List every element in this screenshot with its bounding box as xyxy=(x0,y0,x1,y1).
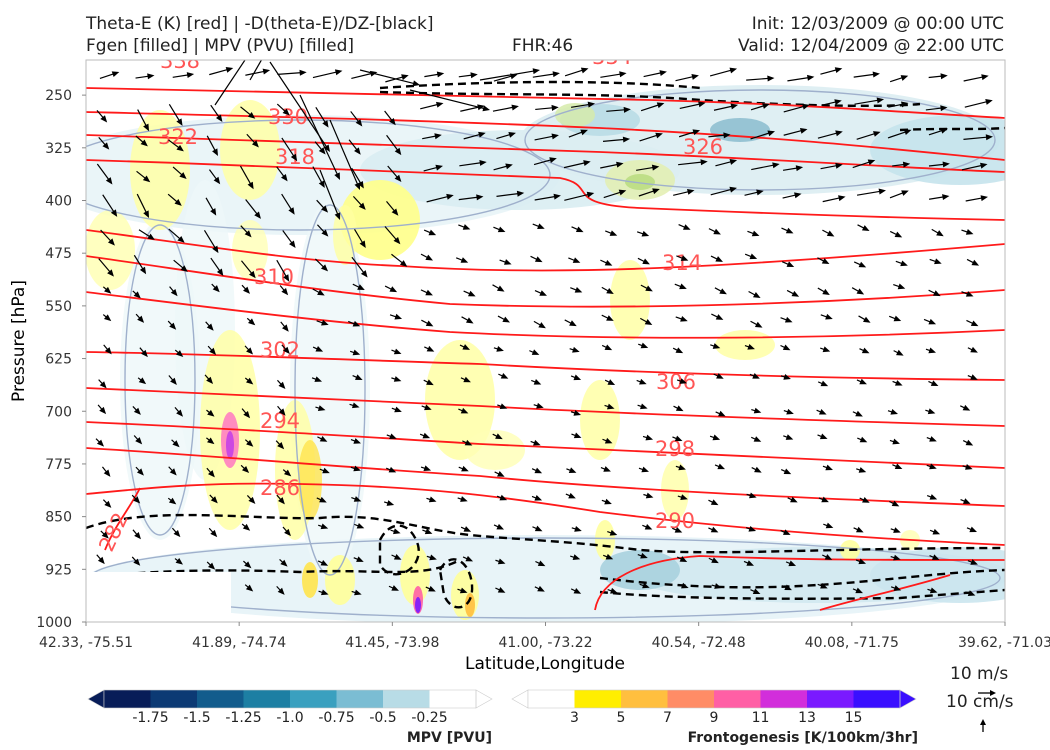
title-line-2: Fgen [filled] | MPV (PVU) [filled] xyxy=(86,36,355,56)
colorbar-tick-label: -1.25 xyxy=(225,710,261,726)
theta-e-contours: 3383343303263223183143103063022982942902… xyxy=(86,45,1005,611)
colorbar-tick-label: 15 xyxy=(845,710,863,726)
colorbar-tick-label: -1.75 xyxy=(132,710,168,726)
x-axis: 42.33, -75.51 41.89, -74.74 41.45, -73.98 4… xyxy=(39,622,1050,651)
x-tick-label: 42.33, -75.51 xyxy=(39,635,133,651)
x-tick-label: 40.54, -72.48 xyxy=(652,635,746,651)
y-tick-label: 850 xyxy=(45,510,72,526)
theta-e-contour-label: 302 xyxy=(260,338,300,362)
wind-vectors xyxy=(95,60,993,596)
colorbar-tick-label: 3 xyxy=(570,710,579,726)
theta-e-contour-label: 338 xyxy=(160,49,200,73)
frontogenesis-colorbar: 3 5 7 9 11 13 15 xyxy=(511,689,917,726)
y-tick-label: 400 xyxy=(45,194,72,210)
theta-e-contour-label: 282 xyxy=(94,509,133,555)
theta-e-contour-label: 334 xyxy=(592,45,632,69)
title-line-1: Theta-E (K) [red] | -D(theta-E)/DZ-[blac… xyxy=(86,14,434,34)
theta-e-contour-label: 306 xyxy=(656,370,696,394)
forecast-hour: FHR:46 xyxy=(512,36,574,56)
colorbar-tick-label: -0.25 xyxy=(411,710,447,726)
x-tick-label: 41.89, -74.74 xyxy=(192,635,286,651)
valid-time: Valid: 12/04/2009 @ 22:00 UTC xyxy=(738,36,1004,56)
init-time: Init: 12/03/2009 @ 00:00 UTC xyxy=(751,14,1004,34)
mpv-colorbar-title: MPV [PVU] xyxy=(407,730,492,746)
colorbar-tick-label: 11 xyxy=(752,710,770,726)
colorbar-tick-label: -0.75 xyxy=(318,710,354,726)
y-tick-label: 325 xyxy=(45,141,72,157)
colorbar-tick-label: 9 xyxy=(710,710,719,726)
x-tick-label: 41.45, -73.98 xyxy=(345,635,439,651)
wind-reference-arrows xyxy=(978,690,996,732)
y-tick-label: 475 xyxy=(45,246,72,262)
theta-e-contour-label: 330 xyxy=(268,105,308,129)
x-axis-title: Latitude,Longitude xyxy=(465,654,625,674)
y-tick-label: 550 xyxy=(45,299,72,315)
colorbar-tick-label: 5 xyxy=(617,710,626,726)
colorbar-tick-label: 7 xyxy=(663,710,672,726)
y-tick-label: 250 xyxy=(45,88,72,104)
x-tick-label: 41.00, -73.22 xyxy=(498,635,592,651)
x-tick-label: 40.08, -71.75 xyxy=(805,635,899,651)
theta-e-contour-label: 286 xyxy=(260,476,300,500)
theta-e-contour-label: 314 xyxy=(662,251,702,275)
theta-e-contour-label: 322 xyxy=(158,125,198,149)
x-tick-label: 39.62, -71.03 xyxy=(958,635,1050,651)
y-tick-label: 775 xyxy=(45,457,72,473)
colorbar-tick-label: -0.5 xyxy=(369,710,396,726)
wind-ref-vertical: 10 cm/s xyxy=(946,692,1014,712)
colorbar-tick-label: 13 xyxy=(798,710,816,726)
theta-e-contour-label: 298 xyxy=(655,437,695,461)
fgen-colorbar-title: Frontogenesis [K/100km/3hr] xyxy=(688,730,918,746)
y-tick-label: 925 xyxy=(45,562,72,578)
colorbar-tick-label: -1.5 xyxy=(183,710,210,726)
y-tick-label: 625 xyxy=(45,352,72,368)
y-axis: 250 325 400 475 550 625 700 775 850 925 1000 xyxy=(36,88,86,631)
theta-e-contour-label: 326 xyxy=(683,135,723,159)
y-tick-label: 700 xyxy=(45,404,72,420)
terrain-mask xyxy=(86,572,231,622)
colorbar-tick-label: -1.0 xyxy=(276,710,303,726)
wind-ref-horizontal: 10 m/s xyxy=(950,664,1009,684)
mpv-colorbar: -1.75 -1.5 -1.25 -1.0 -0.75 -0.5 -0.25 xyxy=(87,689,493,726)
theta-e-contour-label: 294 xyxy=(260,409,300,433)
y-tick-label: 1000 xyxy=(36,615,72,631)
y-axis-title: Pressure [hPa] xyxy=(9,280,29,402)
